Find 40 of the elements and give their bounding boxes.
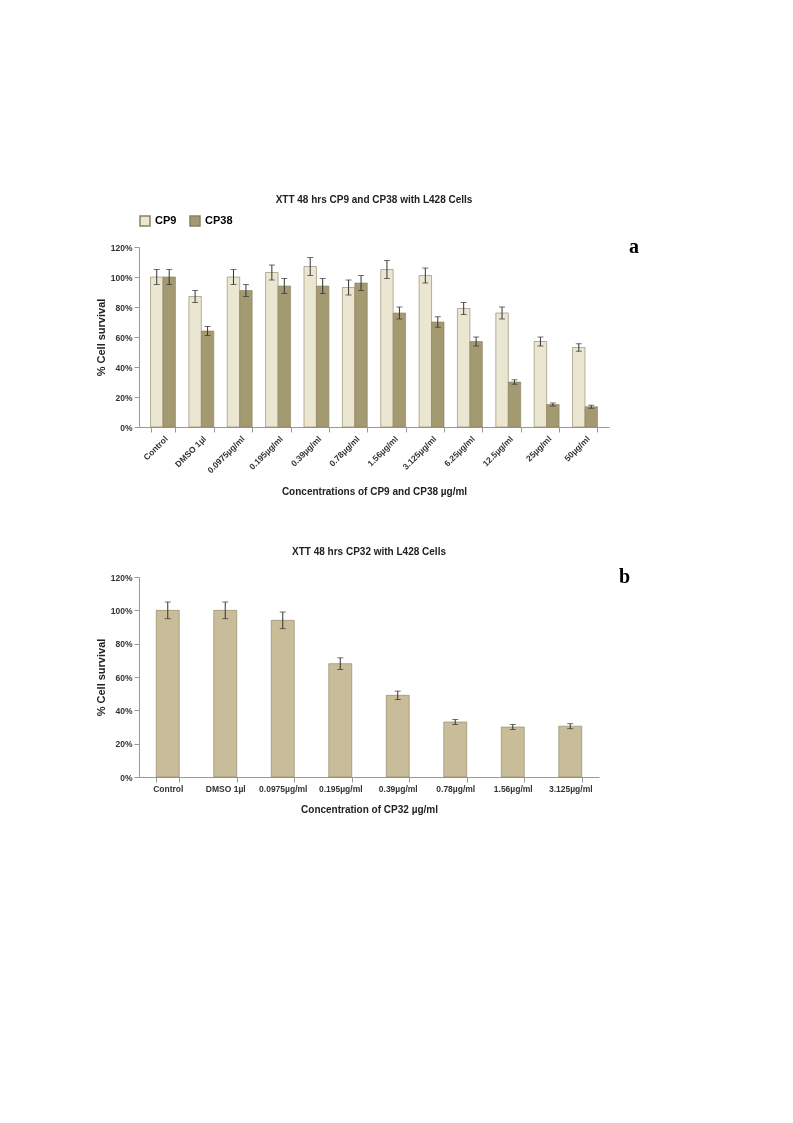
bar <box>500 726 525 778</box>
bar <box>270 620 295 778</box>
x-tick-label: DMSO 1µl <box>205 783 246 794</box>
y-tick-label: 40% <box>115 705 133 716</box>
y-tick-label: 40% <box>115 362 133 373</box>
bar <box>443 721 468 778</box>
legend-label: CP9 <box>155 214 177 226</box>
y-axis-title: % Cell survival <box>94 298 107 377</box>
y-tick-label: 120% <box>110 572 133 583</box>
text: b <box>619 565 631 587</box>
bar <box>328 663 353 778</box>
y-tick-label: 20% <box>115 739 133 750</box>
y-tick-label: 0% <box>120 422 133 433</box>
bar <box>385 695 410 778</box>
x-tick-label: 0.0975µg/ml <box>259 783 308 794</box>
text: a <box>629 235 639 257</box>
x-tick-label: 0.195µg/ml <box>318 783 363 794</box>
bar <box>558 725 583 778</box>
legend-label: CP38 <box>205 214 233 226</box>
y-tick-label: 120% <box>110 242 133 253</box>
y-tick-label: 60% <box>115 672 133 683</box>
x-tick-label: 0.78µg/ml <box>436 783 476 794</box>
y-tick-label: 100% <box>110 605 133 616</box>
x-tick-label: Control <box>153 783 184 794</box>
y-tick-label: 100% <box>110 272 133 283</box>
x-tick-label: 1.56µg/ml <box>493 783 533 794</box>
x-axis-title: Concentration of CP32 µg/ml <box>301 804 439 815</box>
y-tick-label: 20% <box>115 392 133 403</box>
y-tick-label: 0% <box>120 772 133 783</box>
x-tick-label: 0.39µg/ml <box>378 783 418 794</box>
bar <box>155 610 180 778</box>
chart-title: XTT 48 hrs CP9 and CP38 with L428 Cells <box>275 194 473 205</box>
x-tick-label: 3.125µg/ml <box>548 783 593 794</box>
bar <box>213 610 238 778</box>
y-tick-label: 80% <box>115 302 133 313</box>
y-axis-title: % Cell survival <box>94 638 107 717</box>
chart-title: XTT 48 hrs CP32 with L428 Cells <box>292 546 447 557</box>
y-tick-label: 60% <box>115 332 133 343</box>
x-axis-title: Concentrations of CP9 and CP38 µg/ml <box>281 485 468 497</box>
y-tick-label: 80% <box>115 639 133 650</box>
